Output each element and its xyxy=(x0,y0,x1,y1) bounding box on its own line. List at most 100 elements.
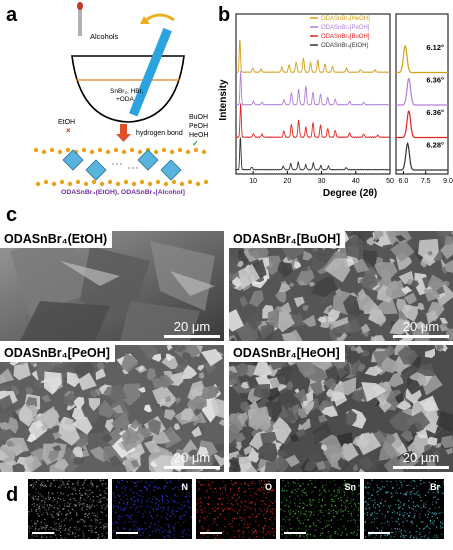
atom-sphere xyxy=(67,181,73,187)
edx-element-label: N xyxy=(181,482,189,492)
scale-bar: 20 μm xyxy=(164,450,220,469)
peak-position-label: 6.36° xyxy=(426,108,444,117)
scale-bar: 20 μm xyxy=(393,319,449,338)
etoh-label: EtOH xyxy=(58,119,75,126)
plot-frame xyxy=(235,13,391,175)
atom-sphere xyxy=(171,179,177,185)
inset-frame xyxy=(395,13,449,175)
x-tick-label: 10 xyxy=(249,178,257,185)
edx-map-sn: Sn xyxy=(280,479,360,539)
edx-map-o: O xyxy=(196,479,276,539)
atom-sphere xyxy=(169,149,175,155)
atom-sphere xyxy=(137,149,143,155)
octahedron xyxy=(62,149,84,171)
atom-sphere xyxy=(89,149,95,155)
inset-tick-label: 9.0 xyxy=(443,178,453,185)
inset-series-line xyxy=(396,77,448,106)
octahedron xyxy=(160,159,182,181)
x-tick-label: 30 xyxy=(318,178,326,185)
atom-sphere xyxy=(113,147,119,153)
atom-sphere xyxy=(193,147,199,153)
xrd-series-line xyxy=(235,136,391,171)
peak-position-label: 6.12° xyxy=(426,43,444,52)
atom-sphere xyxy=(123,179,129,185)
scale-label: 20 μm xyxy=(402,319,440,334)
atom-sphere xyxy=(81,147,87,153)
atom-sphere xyxy=(153,149,159,155)
legend-entry: ODASnBr₄[BuOH] xyxy=(321,34,370,40)
peoh-label: PeOH xyxy=(189,123,208,130)
atom-sphere xyxy=(187,179,193,185)
inset-tick-label: 7.5 xyxy=(421,178,431,185)
edx-scale-bar xyxy=(368,532,390,534)
atom-sphere xyxy=(147,181,153,187)
atom-sphere xyxy=(121,149,127,155)
panel-label-c: c xyxy=(6,204,18,226)
check-icon: ✓ xyxy=(192,139,199,148)
atom-sphere xyxy=(201,149,207,155)
atom-sphere xyxy=(185,149,191,155)
sem-image-peoh: ODASnBr₄[PeOH] 20 μm xyxy=(0,345,224,472)
atom-sphere xyxy=(35,181,41,187)
octahedron xyxy=(137,149,159,171)
atom-sphere xyxy=(65,147,71,153)
x-axis-label: Degree (2θ) xyxy=(323,188,377,199)
scale-label: 20 μm xyxy=(173,450,211,465)
atom-sphere xyxy=(57,149,63,155)
atom-sphere xyxy=(129,147,135,153)
atom-sphere xyxy=(163,181,169,187)
atom-sphere xyxy=(83,181,89,187)
atom-sphere xyxy=(97,147,103,153)
xrd-series-line xyxy=(235,70,391,106)
atom-sphere xyxy=(75,179,81,185)
sem-texture xyxy=(229,345,453,472)
xrd-series-line xyxy=(235,40,391,74)
sem-texture xyxy=(0,231,224,341)
pipette-icon xyxy=(78,6,82,36)
atom-sphere xyxy=(105,149,111,155)
xrd-main-plot: 10 20 30 40 50 ODASnBr₄[HeOH] ODASnBr₄[PeOH] OD… xyxy=(235,13,394,185)
scale-label: 20 μm xyxy=(402,450,440,465)
sem-label: ODASnBr₄[BuOH] xyxy=(229,231,346,248)
atom-sphere xyxy=(59,179,65,185)
sem-image-heoh: ODASnBr₄[HeOH] 20 μm xyxy=(229,345,453,472)
scale-bar: 20 μm xyxy=(393,450,449,469)
panel-label-b: b xyxy=(218,4,231,26)
flask-icon xyxy=(71,55,185,123)
atom-sphere xyxy=(33,147,39,153)
atom-sphere xyxy=(179,181,185,187)
peak-position-label: 6.36° xyxy=(426,75,444,84)
atom-sphere xyxy=(49,147,55,153)
atom-sphere xyxy=(155,179,161,185)
sem-label: ODASnBr₄[PeOH] xyxy=(0,345,115,362)
atom-sphere xyxy=(91,179,97,185)
reactants-line1: SnBr₂, HBr, xyxy=(110,88,143,95)
edx-element-label: Sn xyxy=(344,482,356,492)
atom-sphere xyxy=(139,179,145,185)
edx-scale-bar xyxy=(284,532,306,534)
octahedron xyxy=(85,159,107,181)
down-arrow-icon xyxy=(120,124,127,134)
inset-tick-label: 6.0 xyxy=(399,178,409,185)
edx-element-label: O xyxy=(264,482,272,492)
schematic-caption: ODASnBr₄(EtOH), ODASnBr₄[Alcohol] xyxy=(61,189,185,196)
reactants-line2: +ODA xyxy=(116,96,135,103)
inset-series-line xyxy=(396,110,448,139)
buoh-label: BuOH xyxy=(189,114,208,121)
edx-map-br: Br xyxy=(364,479,444,539)
edx-map-n: N xyxy=(112,479,192,539)
heoh-label: HeOH xyxy=(189,132,208,139)
atom-sphere xyxy=(99,181,105,187)
sem-label: ODASnBr₄(EtOH) xyxy=(0,231,113,248)
x-tick-label: 40 xyxy=(352,178,360,185)
edx-scale-bar xyxy=(32,532,54,534)
x-tick-label: 50 xyxy=(386,178,394,185)
sem-label: ODASnBr₄[HeOH] xyxy=(229,345,345,362)
stir-rod-icon xyxy=(129,27,172,117)
alcohols-label: Alcohols xyxy=(90,32,119,41)
y-axis-label: Intensity xyxy=(218,79,229,121)
legend-entry: ODASnBr₄[PeOH] xyxy=(321,25,370,31)
sem-image-buoh: ODASnBr₄[BuOH] 20 μm xyxy=(229,231,453,341)
atom-sphere xyxy=(177,147,183,153)
atom-sphere xyxy=(161,147,167,153)
